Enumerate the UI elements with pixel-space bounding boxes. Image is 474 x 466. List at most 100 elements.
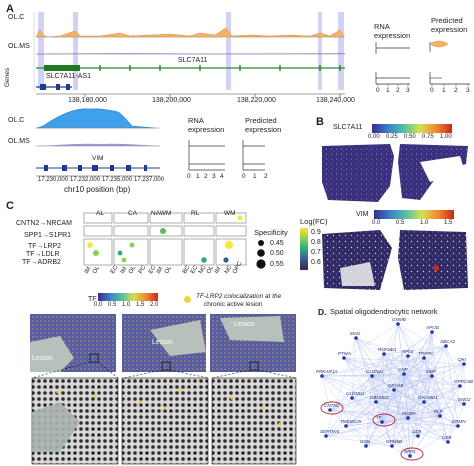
tf-colorbar-tick: 0.0 [94,302,103,308]
network-node [390,444,394,448]
axis-tick-label: 17,232,000 [70,177,101,183]
network-node-label: QKI [458,357,467,362]
network-edge [375,401,449,443]
gene-label-slc7a11: SLC7A11 [178,57,208,64]
rna-tick: 1 [386,87,390,94]
group-label-ca: CA [128,210,138,217]
color-legend-bar [300,228,308,270]
color-legend-value: 0.6 [311,259,321,266]
network-edge [375,323,399,403]
network-edge [431,331,447,347]
lesion-label: Lesion [234,321,255,328]
network-node-label: CLDN11 [366,369,384,374]
network-node [422,400,426,404]
pred-tick: 1 [253,173,257,180]
network-node [446,440,450,444]
gene-label-vim: VIM [92,155,104,162]
network-edge [423,357,459,427]
colorbar-tick: 0.00 [368,134,380,140]
network-edge [325,375,433,437]
network-node [408,454,412,458]
network-edge [445,345,459,427]
pred-tick: 0 [242,173,246,180]
network-node [444,344,448,348]
network-edge [393,389,411,457]
network-edge [325,355,409,437]
network-edge [431,375,459,427]
dotplot-dot [117,250,123,256]
colorbar-tick: 1.00 [440,134,452,140]
network-edge [439,415,459,427]
network-node [406,354,410,358]
network-edge [343,357,449,443]
rna-expression-title: RNA expression [188,116,225,134]
network-edge [371,357,425,377]
network-edge [409,415,441,457]
network-edge [329,389,395,411]
dotplot-dot [201,257,207,263]
dotplot-group-box [149,225,183,237]
network-edge [355,337,373,377]
network-node-label: ABCA2 [439,339,456,344]
network-edge [403,373,461,387]
network-edge [371,363,465,377]
network-edge [383,345,447,355]
network-node [416,434,420,438]
network-node-label: GRAMD1 [418,395,438,400]
network-edge [431,375,465,405]
x-axis-label: chr10 position (bp) [64,185,131,194]
network-edge [391,417,409,447]
network-node [370,374,374,378]
network-edge [329,409,347,427]
row-label: TF→LRP2 [28,243,62,250]
network-edge [407,417,411,457]
rna-tick: 4 [220,173,224,180]
network-edge [321,373,405,377]
network-edge [439,363,465,417]
network-edge [371,375,409,419]
network-edge [393,373,405,391]
network-node-label: PTMA [338,351,351,356]
dotplot-group-box [183,212,215,224]
coloc-dot-icon [184,296,191,303]
panel-b-letter: B [316,116,324,128]
network-edge [409,375,433,457]
tf-colorbar-tick: 1.5 [136,302,145,308]
color-legend-value: 0.7 [311,249,321,256]
pred-tick: 1 [442,87,446,94]
panel-d-title: Spatial oligodendrocytic network [330,307,438,316]
axis-tick-label: 138,180,000 [68,97,107,104]
network-edge [343,357,377,403]
network-edge [325,421,383,437]
network-edge [371,345,447,377]
network-node [438,414,442,418]
colorbar-tick: 0.25 [386,134,398,140]
network-edge [351,337,357,399]
group-label-nawm: NAWM [151,210,172,217]
network-node [354,336,358,340]
predicted-expression-title: Predicted expression [431,16,468,34]
network-edge [393,375,433,391]
network-edge [329,409,409,419]
highlight-circle [400,447,424,461]
network-node-label: SEPTIN4 [320,429,340,434]
dotplot-group-box [149,238,183,266]
network-node-label: TF [376,415,383,420]
pred-tick: 0 [430,87,434,94]
network-edge [423,357,461,387]
row-label: TF→ADRB2 [22,259,61,266]
network-node [402,372,406,376]
colorbar-tick: 0.50 [404,134,416,140]
dotplot-group-box [149,212,183,224]
network-edge [447,363,465,443]
dotplot-dot [160,228,166,234]
network-node [320,374,324,378]
panel-c-letter: C [6,200,14,212]
network-edge [403,373,419,437]
dotplot-dot [237,215,243,221]
network-edge [439,403,465,417]
color-legend-title: Log(FC) [300,217,328,226]
colorbar-tick: 1.5 [444,220,453,226]
dotplot-dot [121,257,127,263]
size-legend-value: 0.50 [270,250,284,257]
